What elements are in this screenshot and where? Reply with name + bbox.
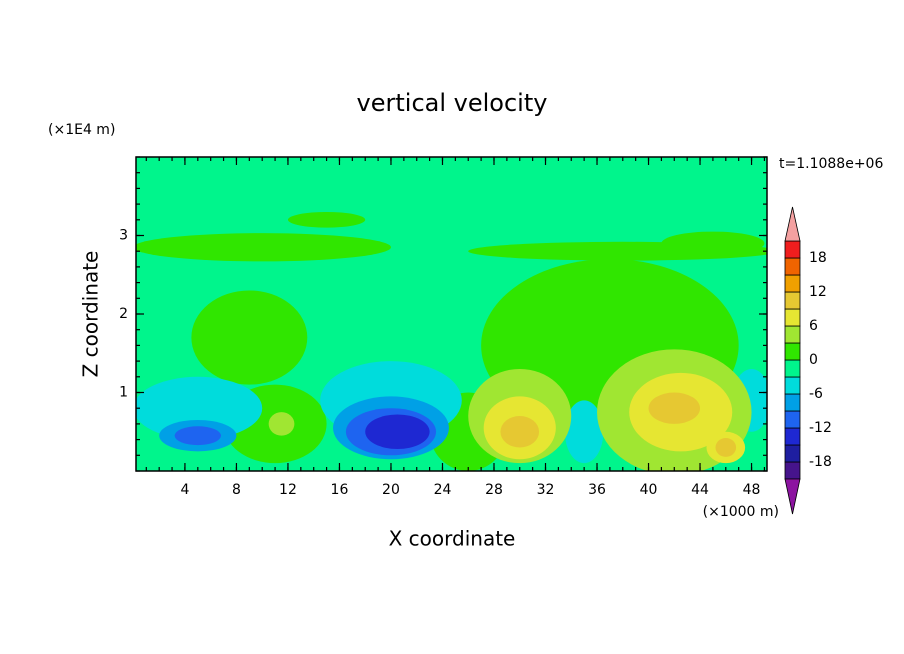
x-tick-label: 36 [588, 482, 606, 498]
colorbar-box [784, 376, 801, 395]
colorbar-label: -12 [809, 420, 832, 436]
colorbar-box [784, 359, 801, 378]
time-label: t=1.1088e+06 [779, 156, 883, 172]
x-tick-label: 20 [382, 482, 400, 498]
x-tick-label: 48 [743, 482, 761, 498]
colorbar-box [784, 410, 801, 429]
y-tick-label: 2 [119, 306, 128, 322]
x-tick-label: 40 [640, 482, 658, 498]
x-tick-label: 28 [485, 482, 503, 498]
y-units: (×1E4 m) [48, 122, 115, 138]
y-tick-label: 1 [119, 385, 128, 401]
contour-region [191, 290, 308, 385]
colorbar-box [784, 274, 801, 293]
x-tick-label: 32 [537, 482, 555, 498]
contour-region [136, 233, 391, 262]
y-tick-label: 3 [119, 228, 128, 244]
colorbar: -18 -12 -6 0 6 12 18 [784, 206, 832, 515]
contour-region [268, 412, 295, 436]
colorbar-box [784, 257, 801, 276]
x-tick-label: 44 [691, 482, 709, 498]
contour-region [564, 400, 604, 464]
colorbar-box [784, 308, 801, 327]
x-tick-label: 24 [434, 482, 452, 498]
colorbar-high-triangle [784, 206, 801, 242]
chart-title: vertical velocity [357, 89, 548, 117]
colorbar-box [784, 427, 801, 446]
colorbar-low-triangle [784, 478, 801, 515]
colorbar-box [784, 444, 801, 463]
contour-field [136, 157, 767, 471]
colorbar-label: 6 [809, 318, 818, 334]
colorbar-box [784, 325, 801, 344]
contour-region [648, 392, 701, 424]
contour-region [174, 426, 221, 446]
x-tick-label: 12 [279, 482, 297, 498]
colorbar-label: 18 [809, 250, 827, 266]
contour-region [715, 438, 737, 457]
colorbar-box [784, 240, 801, 259]
colorbar-box [784, 393, 801, 412]
contour-region [500, 416, 540, 448]
y-axis-label: Z coordinate [79, 251, 103, 378]
colorbar-label: -6 [809, 386, 823, 402]
x-tick-label: 8 [232, 482, 241, 498]
colorbar-label: 0 [809, 352, 818, 368]
colorbar-box [784, 291, 801, 310]
colorbar-label: -18 [809, 454, 832, 470]
contour-region [136, 376, 263, 440]
x-units: (×1000 m) [703, 504, 779, 520]
contour-region [661, 231, 765, 256]
x-axis-label: X coordinate [389, 527, 516, 551]
x-tick-label: 16 [331, 482, 349, 498]
contour-region [287, 211, 366, 228]
colorbar-box [784, 342, 801, 361]
colorbar-label: 12 [809, 284, 827, 300]
colorbar-box [784, 461, 801, 480]
contour-region [365, 414, 430, 450]
x-tick-label: 4 [180, 482, 189, 498]
